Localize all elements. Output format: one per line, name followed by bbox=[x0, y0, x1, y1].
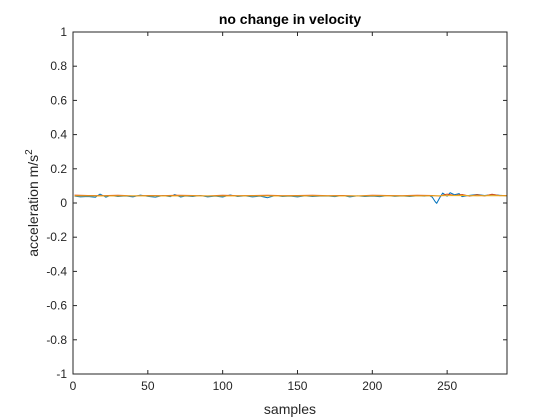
y-axis-label-base: acceleration m/s bbox=[25, 155, 41, 257]
series-layer bbox=[74, 192, 508, 204]
y-tick-label: -0.4 bbox=[46, 264, 67, 278]
y-tick-label: 0.4 bbox=[50, 128, 67, 142]
x-tick-label: 100 bbox=[213, 379, 233, 393]
series-line-3 bbox=[74, 194, 508, 197]
y-tick-label: 1 bbox=[60, 25, 67, 39]
x-tick-label: 200 bbox=[362, 379, 382, 393]
y-tick-label: 0.6 bbox=[50, 93, 67, 107]
y-tick-label: 0.8 bbox=[50, 59, 67, 73]
x-tick-label: 0 bbox=[70, 379, 77, 393]
tick-marks bbox=[72, 31, 507, 375]
y-tick-labels: -1 -0.8 -0.6 -0.4 -0.2 0 0.2 0.4 0.6 0.8 1 bbox=[46, 25, 67, 381]
y-axis-label: acceleration m/s2 bbox=[24, 149, 41, 257]
x-tick-label: 150 bbox=[287, 379, 307, 393]
plot-area bbox=[73, 32, 507, 374]
axes-box bbox=[72, 31, 508, 375]
chart-title: no change in velocity bbox=[219, 11, 362, 27]
y-axis-label-superscript: 2 bbox=[24, 149, 35, 155]
y-tick-label: -0.6 bbox=[46, 299, 67, 313]
x-tick-label: 50 bbox=[141, 379, 155, 393]
y-tick-label: 0.2 bbox=[50, 162, 67, 176]
y-tick-label: -0.8 bbox=[46, 333, 67, 347]
x-tick-label: 250 bbox=[437, 379, 457, 393]
x-axis-label: samples bbox=[264, 401, 316, 417]
y-tick-label: -1 bbox=[56, 367, 67, 381]
y-tick-label: -0.2 bbox=[46, 230, 67, 244]
y-tick-label: 0 bbox=[60, 196, 67, 210]
x-tick-labels: 0 50 100 150 200 250 bbox=[70, 379, 458, 393]
